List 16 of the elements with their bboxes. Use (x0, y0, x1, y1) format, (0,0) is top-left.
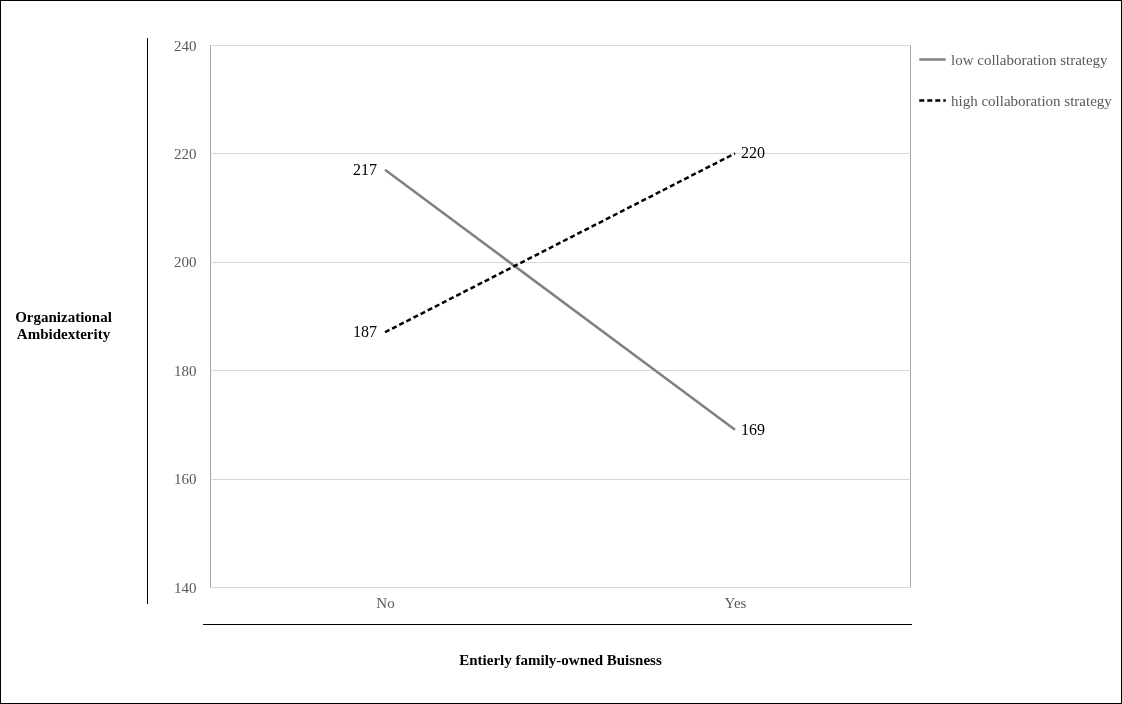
x-tick-label: Yes (724, 594, 747, 611)
data-label: 187 (353, 323, 377, 341)
legend-label: high collaboration strategy (951, 92, 1113, 109)
x-axis-title: Entierly family-owned Buisness (459, 651, 662, 668)
x-tick-label: No (376, 594, 395, 611)
data-label: 220 (741, 144, 765, 162)
y-tick-label: 180 (174, 362, 197, 379)
y-axis-title: Organizational Ambidexterity (15, 308, 112, 342)
data-label: 169 (741, 420, 765, 438)
y-tick-label: 220 (174, 145, 197, 162)
y-tick-label: 140 (174, 579, 197, 596)
y-tick-label: 200 (174, 254, 197, 271)
data-label: 217 (353, 160, 377, 178)
y-tick-label: 160 (174, 471, 197, 488)
y-tick-label: 240 (174, 37, 197, 54)
legend-label: low collaboration strategy (951, 51, 1109, 68)
